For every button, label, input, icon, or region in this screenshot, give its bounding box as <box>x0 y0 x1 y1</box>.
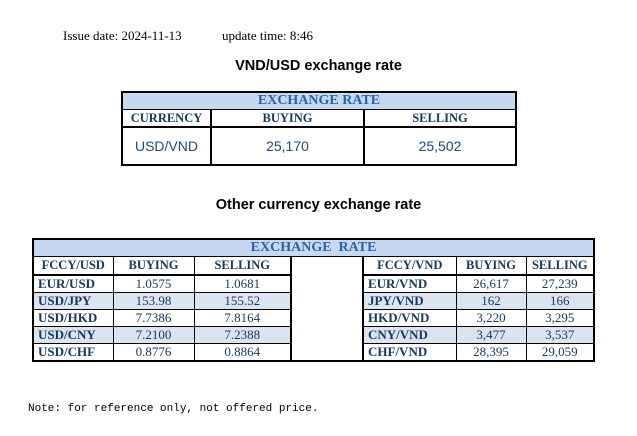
col-selling: SELLING <box>362 109 517 128</box>
table-header-row: EXCHANGE RATE <box>122 92 517 110</box>
issue-date: Issue date: 2024-11-13 <box>63 28 182 43</box>
footnote: Note: for reference only, not offered pr… <box>28 403 319 415</box>
currency-pair: EUR/USD <box>33 274 113 293</box>
currency-pair: EUR/VND <box>363 274 456 293</box>
selling-rate: 3,295 <box>525 309 595 327</box>
buying-rate: 3,477 <box>455 326 526 344</box>
currency-pair: JPY/VND <box>363 292 456 310</box>
col-buying: BUYING <box>210 109 364 128</box>
col-currency: CURRENCY <box>122 109 211 128</box>
other-table-title: Other currency exchange rate <box>215 197 422 213</box>
usd-table-title: VND/USD exchange rate <box>235 58 402 74</box>
col-fccy-vnd: FCCY/VND <box>363 256 456 276</box>
dateline: Issue date: 2024-11-13 update time: 8:46 <box>0 28 637 44</box>
selling-rate: 27,239 <box>525 274 595 293</box>
usd-vnd-rate-table: EXCHANGE RATE CURRENCY BUYING SELLING US… <box>121 91 518 166</box>
table-row: USD/JPY 153.98 155.52 JPY/VND 162 166 <box>33 292 595 310</box>
table-row: USD/CHF 0.8776 0.8864 CHF/VND 28,395 29,… <box>33 343 595 361</box>
update-time: update time: 8:46 <box>222 28 313 43</box>
table-row: EUR/USD 1.0575 1.0681 EUR/VND 26,617 27,… <box>33 274 595 293</box>
buying-rate: 153.98 <box>112 292 194 310</box>
buying-rate: 7.2100 <box>112 326 194 344</box>
spacer-column <box>290 256 364 361</box>
table-row: USD/HKD 7.7386 7.8164 HKD/VND 3,220 3,29… <box>33 309 595 327</box>
table-row: USD/VND 25,170 25,502 <box>122 127 517 165</box>
buying-rate: 162 <box>455 292 526 310</box>
col-selling-left: SELLING <box>193 256 291 276</box>
buying-rate: 7.7386 <box>112 309 194 327</box>
column-header-row: CURRENCY BUYING SELLING <box>122 109 517 128</box>
currency-pair: USD/CNY <box>33 326 113 344</box>
selling-rate: 1.0681 <box>193 274 291 293</box>
column-header-row: FCCY/USD BUYING SELLING FCCY/VND BUYING … <box>33 256 595 361</box>
currency-pair: USD/JPY <box>33 292 113 310</box>
buying-rate: 25,170 <box>210 127 364 165</box>
col-buying-left: BUYING <box>112 256 194 276</box>
currency-pair: USD/CHF <box>33 343 113 361</box>
selling-rate: 29,059 <box>525 343 595 361</box>
selling-rate: 7.2388 <box>193 326 291 344</box>
other-currency-rate-table: EXCHANGE RATE FCCY/USD BUYING SELLING FC… <box>32 238 596 362</box>
col-fccy-usd: FCCY/USD <box>33 256 113 276</box>
exchange-rate-header: EXCHANGE RATE <box>122 92 517 110</box>
table-header-row: EXCHANGE RATE <box>33 239 595 257</box>
selling-rate: 7.8164 <box>193 309 291 327</box>
buying-rate: 28,395 <box>455 343 526 361</box>
buying-rate: 26,617 <box>455 274 526 293</box>
buying-rate: 0.8776 <box>112 343 194 361</box>
buying-rate: 3,220 <box>455 309 526 327</box>
currency-pair: USD/HKD <box>33 309 113 327</box>
currency-pair: CNY/VND <box>363 326 456 344</box>
currency-pair: CHF/VND <box>363 343 456 361</box>
exchange-rate-header: EXCHANGE RATE <box>33 239 595 257</box>
selling-rate: 166 <box>525 292 595 310</box>
col-buying-right: BUYING <box>455 256 526 276</box>
currency-pair: HKD/VND <box>363 309 456 327</box>
selling-rate: 25,502 <box>362 127 517 165</box>
selling-rate: 0.8864 <box>193 343 291 361</box>
table-row: USD/CNY 7.2100 7.2388 CNY/VND 3,477 3,53… <box>33 326 595 344</box>
currency-pair: USD/VND <box>122 127 211 165</box>
selling-rate: 155.52 <box>193 292 291 310</box>
col-selling-right: SELLING <box>525 256 595 276</box>
selling-rate: 3,537 <box>525 326 595 344</box>
buying-rate: 1.0575 <box>112 274 194 293</box>
